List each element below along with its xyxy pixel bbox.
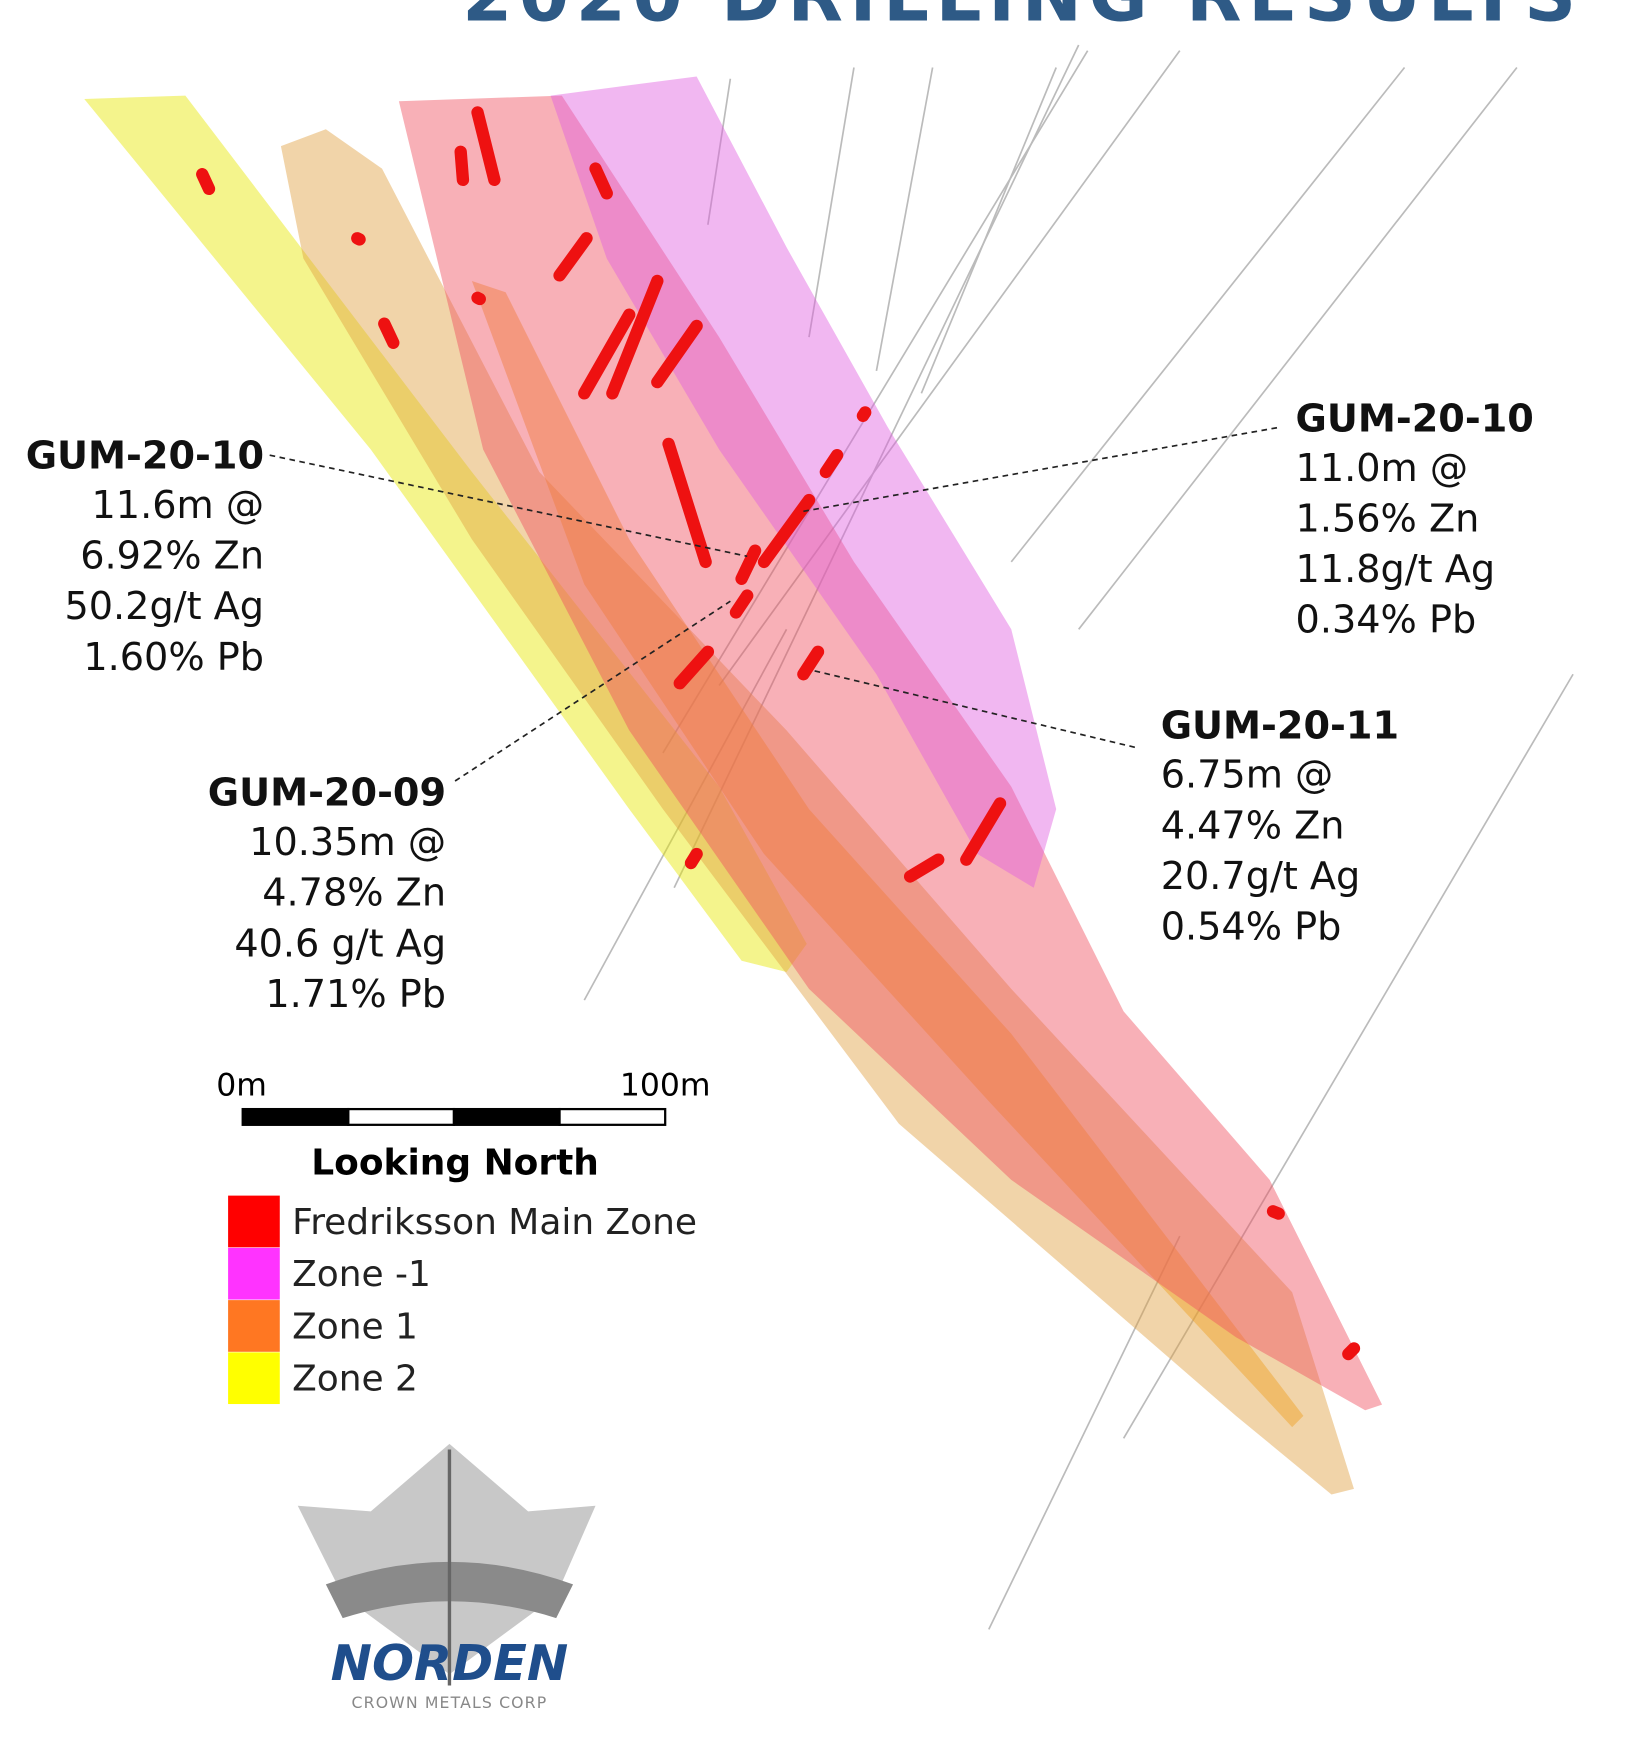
legend-swatch xyxy=(228,1195,280,1248)
intercept: 10.35m @ xyxy=(249,821,446,865)
hole-id: GUM-20-11 xyxy=(1161,704,1399,748)
intercept: 1.71% Pb xyxy=(265,973,446,1017)
scale-bar xyxy=(241,1107,667,1126)
intercept: 11.6m @ xyxy=(91,484,264,528)
hole-id: GUM-20-10 xyxy=(26,435,264,479)
logo: NORDEN CROWN METALS CORP xyxy=(297,1443,596,1712)
legend-swatch xyxy=(228,1300,280,1352)
scale-end: 100m xyxy=(620,1068,711,1104)
intercept: 0.34% Pb xyxy=(1296,599,1477,643)
zone-2 xyxy=(84,95,807,973)
hole-id: GUM-20-09 xyxy=(208,772,446,816)
main-zone xyxy=(398,95,1383,1411)
labels: GUM-20-10 11.6m @ 6.92% Zn 50.2g/t Ag 1.60% … xyxy=(26,398,1534,1405)
leader-lines xyxy=(269,426,1282,782)
legend-label: Zone 1 xyxy=(292,1306,418,1347)
intercept: 0.54% Pb xyxy=(1161,905,1342,949)
logo-subtitle: CROWN METALS CORP xyxy=(352,1693,548,1712)
view-direction: Looking North xyxy=(311,1142,599,1183)
intercept: 1.60% Pb xyxy=(83,636,264,680)
zone-1 xyxy=(280,129,1354,1495)
intercept: 20.7g/t Ag xyxy=(1161,855,1361,899)
intercept: 11.0m @ xyxy=(1296,447,1469,491)
intercept: 50.2g/t Ag xyxy=(64,585,264,629)
legend-label: Zone 2 xyxy=(292,1359,418,1400)
hole-id: GUM-20-10 xyxy=(1296,398,1534,442)
zone-minus-1 xyxy=(550,76,1057,888)
title: 2020 DRILLING RESULTS xyxy=(462,0,1583,37)
mineralised-intercepts xyxy=(196,106,1361,1361)
zone-1-core xyxy=(471,280,1304,1428)
intercept: 4.78% Zn xyxy=(262,872,446,916)
intercept: 40.6 g/t Ag xyxy=(234,922,446,966)
intercept: 6.75m @ xyxy=(1161,754,1334,798)
legend-swatch xyxy=(228,1352,280,1405)
logo-name: NORDEN xyxy=(331,1634,569,1692)
drill-traces xyxy=(583,44,1574,1630)
scale-start: 0m xyxy=(216,1068,267,1104)
intercept: 6.92% Zn xyxy=(80,535,264,579)
legend-swatch xyxy=(228,1247,280,1300)
legend-label: Zone -1 xyxy=(292,1254,431,1295)
legend-label: Fredriksson Main Zone xyxy=(292,1202,697,1243)
intercept: 4.47% Zn xyxy=(1161,804,1345,848)
intercept: 11.8g/t Ag xyxy=(1296,548,1496,592)
intercept: 1.56% Zn xyxy=(1296,498,1480,542)
